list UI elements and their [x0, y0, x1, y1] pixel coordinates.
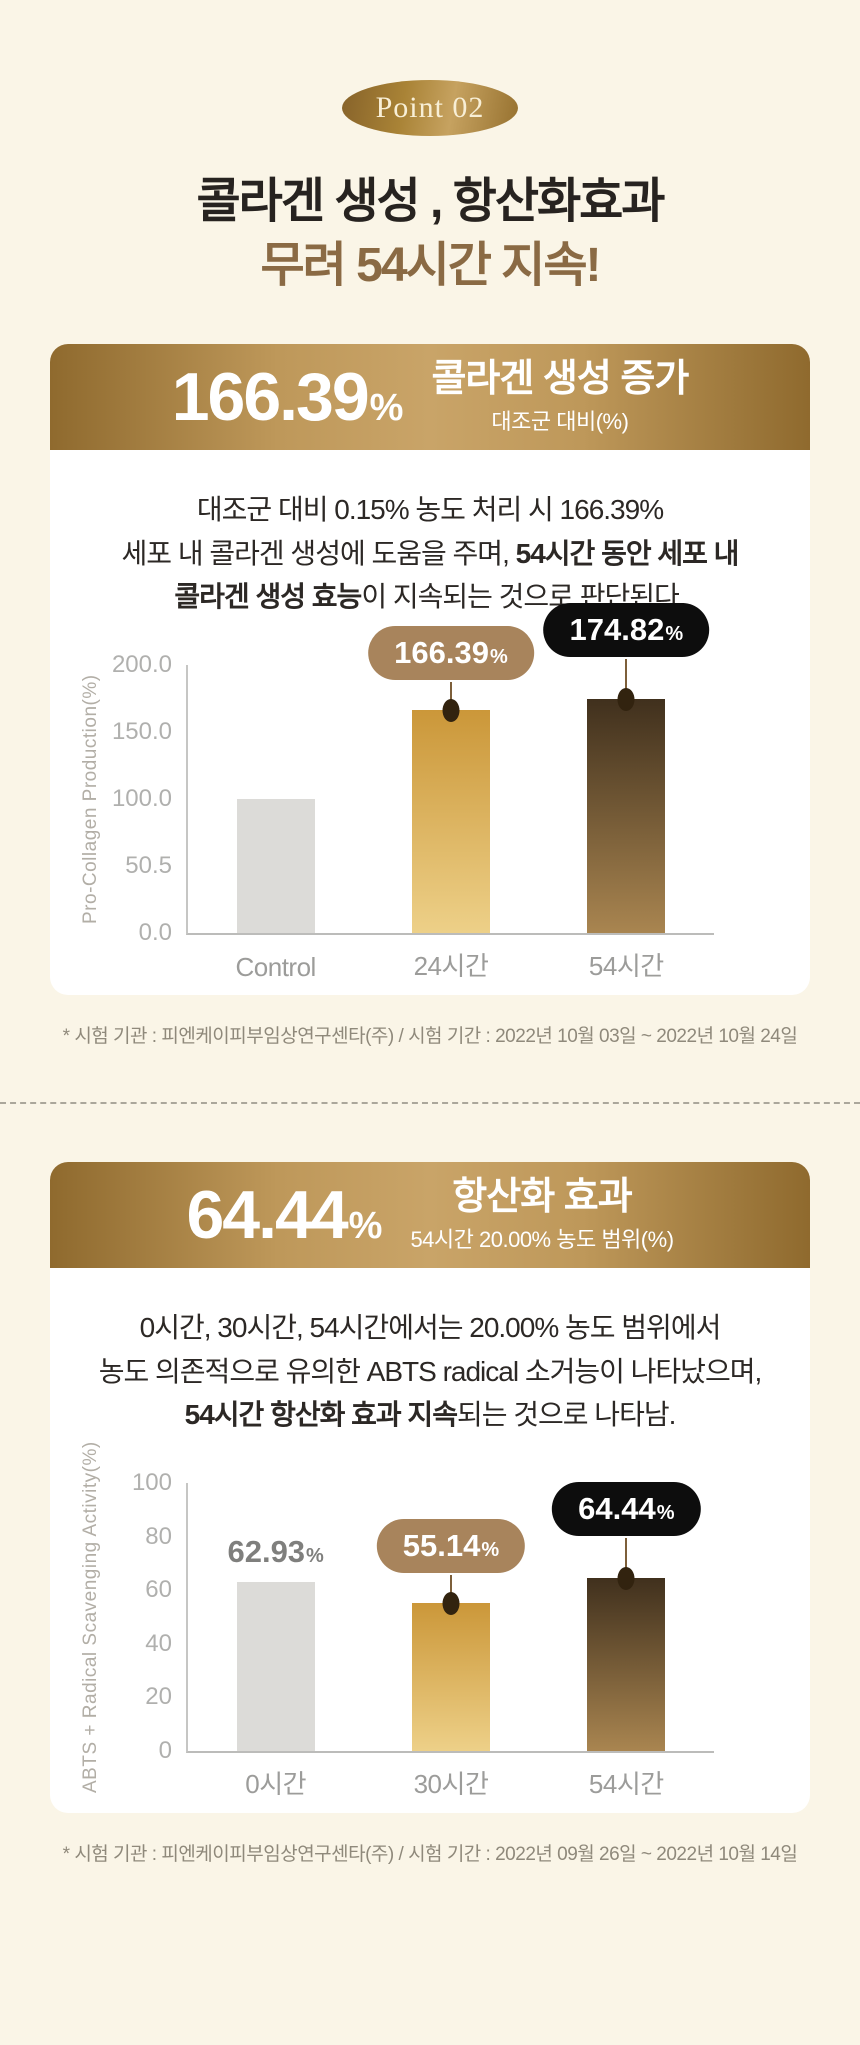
promo-page: Point 02 콜라겐 생성 , 항산화효과 무려 54시간 지속! 166.… [0, 80, 860, 1866]
bar-value: 55.14 [402, 1528, 481, 1564]
collagen-desc-line3-bold: 콜라겐 생성 효능 [174, 581, 362, 613]
bar-value: 166.39 [394, 635, 489, 671]
bar-value-unit: % [656, 1502, 675, 1525]
abts-y-axis-ticks: 100 80 60 40 20 0 [106, 1469, 186, 1764]
bubble-stem [449, 682, 452, 711]
bar-value: 62.93 [227, 1534, 306, 1570]
bar-marker-dot [617, 687, 635, 711]
collagen-banner-caption: 콜라겐 생성 증가 대조군 대비(%) [431, 358, 689, 436]
y-tick-label: 100.0 [111, 785, 172, 813]
bar-cell: 64.44% 54시간 [552, 1482, 701, 1799]
y-tick-label: 40 [145, 1629, 172, 1657]
collagen-footnote: * 시험 기관 : 피엔케이피부임상연구센타(주) / 시험 기간 : 2022… [62, 1026, 798, 1048]
section-divider [0, 1102, 860, 1105]
antioxidant-desc-line3: 되는 것으로 나타남. [456, 1399, 676, 1431]
collagen-desc-line2-bold: 54시간 동안 세포 내 [508, 537, 740, 569]
x-axis-label: 54시간 [588, 1769, 664, 1800]
y-tick-label: 80 [145, 1522, 172, 1550]
collagen-banner-heading: 콜라겐 생성 증가 [431, 358, 689, 401]
y-tick-label: 100 [131, 1469, 172, 1497]
antioxidant-banner-heading: 항산화 효과 [452, 1176, 632, 1219]
value-bubble: 55.14% [376, 1519, 526, 1574]
y-tick-label: 150.0 [111, 718, 172, 746]
y-tick-label: 0.0 [138, 919, 172, 947]
collagen-value-unit: % [369, 387, 404, 429]
x-axis-label: 24시간 [413, 951, 489, 982]
abts-chart: ABTS + Radical Scavenging Activity(%) 10… [50, 1441, 810, 1813]
antioxidant-banner-subheading: 54시간 20.00% 농도 범위(%) [410, 1226, 674, 1252]
bubble-stem [625, 1538, 628, 1579]
collagen-banner-value: 166.39% [171, 359, 404, 435]
bar-value: 64.44 [578, 1491, 656, 1527]
abts-y-axis-label: ABTS + Radical Scavenging Activity(%) [80, 1441, 101, 1793]
bar-value-unit: % [665, 622, 684, 645]
bar-value: 174.82 [569, 611, 665, 647]
value-bubble: 174.82% [543, 602, 710, 657]
pro-collagen-y-axis-ticks: 200.0 150.0 100.0 50.5 0.0 [106, 651, 186, 946]
point-badge: Point 02 [342, 80, 518, 136]
antioxidant-banner-caption: 항산화 효과 54시간 20.00% 농도 범위(%) [410, 1176, 674, 1254]
x-axis-label: 0시간 [245, 1769, 307, 1800]
bar-cell: Control [235, 665, 316, 982]
y-tick-label: 20 [145, 1683, 172, 1711]
x-axis-label: Control [235, 952, 316, 983]
bar [236, 799, 315, 934]
y-tick-label: 0 [158, 1737, 172, 1765]
collagen-description: 대조군 대비 0.15% 농도 처리 시 166.39% 세포 내 콜라겐 생성… [70, 488, 790, 619]
bar-cell: 62.93% 0시간 [227, 1483, 323, 1799]
value-bubble: 64.44% [552, 1482, 701, 1537]
page-title-line1: 콜라겐 생성 , 항산화효과 [196, 175, 666, 228]
bar-label: 62.93% [227, 1534, 323, 1570]
bar-cell: 166.39% 24시간 [368, 626, 534, 981]
collagen-banner: 166.39% 콜라겐 생성 증가 대조군 대비(%) [50, 344, 810, 450]
value-bubble: 166.39% [368, 626, 534, 681]
antioxidant-desc-line2: 농도 의존적으로 유의한 ABTS radical 소거능이 나타났으며, [98, 1355, 763, 1387]
bar-marker-dot [442, 699, 460, 723]
collagen-desc-line2: 세포 내 콜라겐 생성에 도움을 주며, [121, 537, 510, 569]
bar-marker-dot [442, 1592, 460, 1616]
y-tick-label: 60 [145, 1576, 172, 1604]
collagen-card: 166.39% 콜라겐 생성 증가 대조군 대비(%) 대조군 대비 0.15%… [50, 344, 810, 996]
bar-marker-dot [617, 1567, 635, 1591]
bar-value-unit: % [481, 1539, 500, 1562]
y-tick-label: 200.0 [111, 651, 172, 679]
antioxidant-value-unit: % [348, 1205, 383, 1248]
y-tick-label: 50.5 [125, 852, 172, 880]
page-title-line2: 무려 54시간 지속! [260, 239, 601, 292]
antioxidant-desc-line3-bold: 54시간 항산화 효과 지속 [184, 1399, 458, 1431]
bar-value-unit: % [306, 1545, 324, 1568]
pro-collagen-plot-area: Control 166.39% 24시간 174.82% 54시간 [186, 602, 714, 982]
bar-cell: 174.82% 54시간 [543, 602, 710, 981]
antioxidant-banner: 64.44% 항산화 효과 54시간 20.00% 농도 범위(%) [50, 1162, 810, 1269]
bar-cell: 55.14% 30시간 [376, 1483, 526, 1799]
bar [587, 1578, 666, 1752]
bar [236, 1582, 315, 1752]
antioxidant-desc-line1: 0시간, 30시간, 54시간에서는 20.00% 농도 범위에서 [139, 1312, 722, 1344]
pro-collagen-chart: Pro-Collagen Production(%) 200.0 150.0 100… [50, 602, 810, 995]
abts-plot-area: 62.93% 0시간 55.14% 30시간 64.44% 54시간 [186, 1482, 714, 1799]
bubble-stem [625, 658, 628, 699]
antioxidant-description: 0시간, 30시간, 54시간에서는 20.00% 농도 범위에서 농도 의존적… [70, 1306, 790, 1437]
bubble-stem [449, 1575, 452, 1604]
x-axis-label: 30시간 [413, 1769, 489, 1800]
antioxidant-card: 64.44% 항산화 효과 54시간 20.00% 농도 범위(%) 0시간, … [50, 1162, 810, 1814]
collagen-value: 166.39 [171, 359, 370, 435]
point-badge-label: Point 02 [375, 91, 485, 124]
antioxidant-footnote: * 시험 기관 : 피엔케이피부임상연구센타(주) / 시험 기간 : 2022… [62, 1844, 798, 1866]
collagen-banner-subheading: 대조군 대비(%) [491, 408, 629, 434]
bar-value-unit: % [490, 646, 508, 669]
pro-collagen-y-axis-label: Pro-Collagen Production(%) [80, 674, 101, 924]
antioxidant-value: 64.44 [186, 1177, 348, 1254]
bar [587, 698, 666, 934]
antioxidant-banner-value: 64.44% [186, 1177, 383, 1254]
collagen-desc-line1: 대조군 대비 0.15% 농도 처리 시 166.39% [196, 494, 664, 525]
x-axis-label: 54시간 [588, 951, 664, 982]
bar [411, 710, 490, 934]
bar [411, 1603, 490, 1752]
